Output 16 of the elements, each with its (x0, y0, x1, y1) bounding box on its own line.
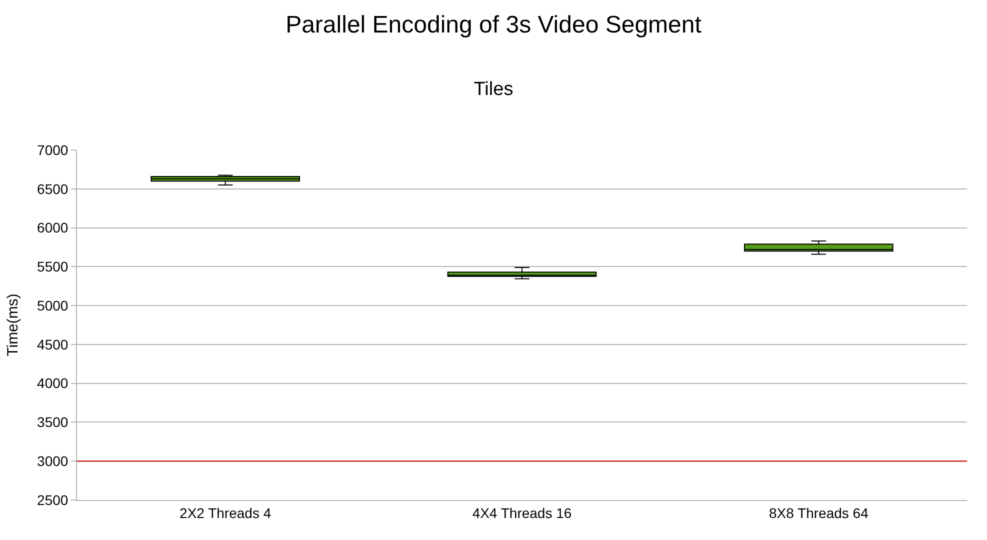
y-tick-label: 3000 (37, 453, 68, 470)
y-tick-label: 6000 (37, 220, 68, 236)
x-tick-label: 4X4 Threads 16 (472, 504, 572, 521)
y-tick-label: 4500 (37, 336, 68, 352)
y-tick-label: 4000 (37, 375, 68, 392)
x-tick-label: 2X2 Threads 4 (180, 504, 272, 521)
y-tick-label: 6500 (37, 180, 68, 197)
y-tick-label: 3500 (37, 414, 68, 430)
y-axis-title: Time(ms) (4, 294, 22, 356)
y-tick-label: 5500 (37, 258, 68, 275)
y-tick-label: 2500 (37, 492, 68, 508)
y-tick-label: 5000 (37, 297, 68, 314)
y-tick-label: 7000 (37, 142, 68, 158)
x-tick-label: 8X8 Threads 64 (768, 504, 869, 521)
chart-subtitle: Tiles (474, 78, 514, 100)
chart-title: Parallel Encoding of 3s Video Segment (286, 11, 702, 38)
